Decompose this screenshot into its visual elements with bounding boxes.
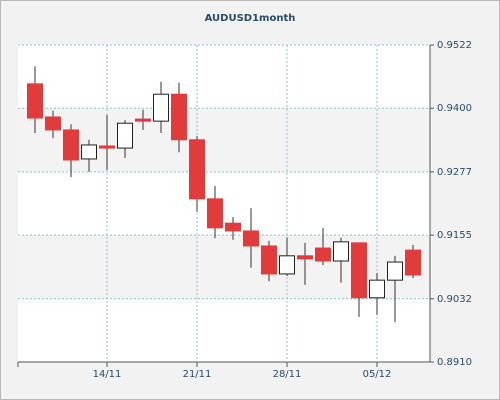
y-tick-label: 0.9032 — [437, 294, 472, 305]
candle-body — [99, 145, 115, 149]
candle-body — [225, 222, 241, 232]
candle-body — [387, 261, 403, 281]
y-tick-label: 0.9155 — [437, 230, 472, 241]
plot-area — [18, 45, 430, 362]
x-tick-label: 05/12 — [363, 369, 392, 380]
x-tick-label: 21/11 — [183, 369, 212, 380]
y-tick-label: 0.9400 — [437, 103, 472, 114]
band — [18, 108, 430, 172]
candle-body — [171, 93, 187, 141]
candle-body — [207, 198, 223, 229]
candle-body — [189, 139, 205, 200]
candle-body — [135, 118, 151, 122]
candle-body — [297, 255, 313, 260]
chart-title: AUDUSD1month — [205, 13, 296, 24]
candle-body — [405, 249, 421, 276]
candle-body — [369, 279, 385, 299]
x-tick-label: 14/11 — [93, 369, 122, 380]
x-tick-label: 28/11 — [273, 369, 302, 380]
band — [18, 235, 430, 299]
y-tick-label: 0.9277 — [437, 167, 472, 178]
candle-body — [333, 241, 349, 262]
candle-body — [117, 122, 133, 149]
candle-body — [243, 230, 259, 247]
candle-body — [81, 144, 97, 160]
candle-body — [45, 116, 61, 131]
candle-body — [279, 255, 295, 275]
candle-body — [153, 93, 169, 122]
candle-body — [351, 242, 367, 299]
y-tick-label: 0.8910 — [437, 357, 472, 368]
candle-body — [63, 129, 79, 161]
candle-body — [315, 247, 331, 262]
candle-body — [27, 83, 43, 119]
y-tick-label: 0.9522 — [437, 40, 472, 51]
candle-body — [261, 245, 277, 275]
